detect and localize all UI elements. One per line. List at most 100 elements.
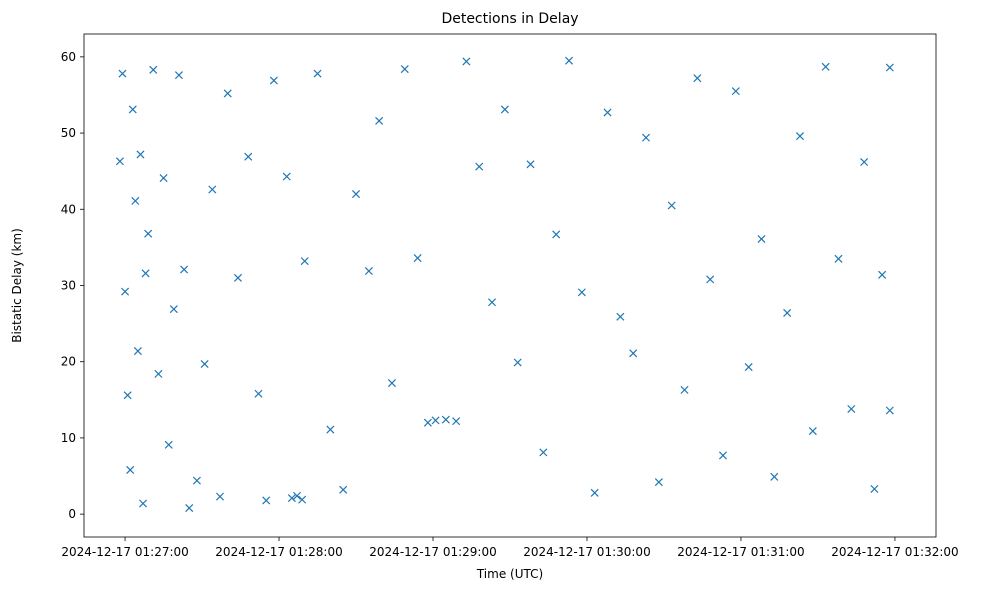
data-point-x-marker	[654, 478, 663, 487]
data-point-x-marker	[590, 488, 599, 497]
data-point-x-marker	[292, 491, 302, 500]
data-point-x-marker	[441, 415, 450, 424]
data-point-x-marker	[326, 425, 335, 434]
data-point-x-marker	[400, 65, 409, 74]
data-point-x-marker	[431, 416, 440, 425]
data-point-x-marker	[878, 270, 887, 279]
data-point-x-marker	[133, 347, 142, 356]
data-point-x-marker	[154, 369, 163, 378]
data-point-x-marker	[149, 65, 158, 74]
data-point-x-marker	[860, 158, 869, 167]
data-point-x-marker	[144, 229, 153, 238]
data-point-x-marker	[488, 298, 497, 307]
y-tick-label: 0	[68, 507, 76, 521]
x-tick-label: 2024-12-17 01:28:00	[215, 545, 342, 559]
y-tick-label: 10	[61, 431, 76, 445]
data-point-x-marker	[552, 230, 561, 239]
data-point-x-marker	[131, 196, 140, 205]
data-point-x-marker	[208, 185, 217, 194]
data-point-x-marker	[667, 201, 676, 210]
data-point-x-marker	[413, 254, 422, 263]
data-point-x-marker	[254, 389, 263, 398]
data-point-x-marker	[223, 89, 232, 98]
data-point-x-marker	[138, 499, 148, 508]
data-point-x-marker	[136, 150, 145, 159]
data-point-x-marker	[885, 63, 894, 72]
data-point-x-marker	[200, 359, 209, 369]
data-point-x-marker	[821, 62, 830, 71]
x-tick-label: 2024-12-17 01:30:00	[523, 545, 650, 559]
data-point-x-marker	[298, 495, 307, 504]
data-point-x-marker	[616, 312, 625, 321]
data-point-x-marker	[185, 504, 194, 513]
data-point-x-marker	[364, 266, 373, 276]
y-tick-label: 30	[61, 279, 76, 293]
data-point-x-marker	[693, 74, 702, 83]
data-point-x-marker	[641, 133, 651, 142]
y-tick-label: 60	[61, 50, 76, 64]
data-point-x-marker	[180, 265, 189, 274]
data-point-x-marker	[123, 391, 132, 400]
data-point-x-marker	[564, 56, 574, 65]
data-point-x-marker	[526, 160, 535, 169]
data-point-x-marker	[282, 172, 291, 181]
data-point-x-marker	[159, 174, 168, 183]
data-point-x-marker	[164, 440, 173, 449]
data-point-x-marker	[629, 349, 638, 358]
data-point-x-marker	[770, 472, 779, 481]
data-point-x-marker	[475, 162, 484, 171]
data-point-x-marker	[462, 57, 471, 66]
data-point-x-marker	[834, 254, 843, 263]
x-tick-label: 2024-12-17 01:32:00	[831, 545, 958, 559]
data-point-x-marker	[847, 404, 856, 413]
data-point-x-marker	[452, 417, 461, 426]
data-point-x-marker	[500, 105, 509, 114]
data-point-x-marker	[192, 476, 201, 485]
y-tick-label: 20	[61, 355, 76, 369]
data-point-x-marker	[121, 287, 130, 296]
data-point-x-marker	[118, 69, 127, 78]
data-point-x-marker	[269, 76, 278, 85]
x-axis-label: Time (UTC)	[476, 567, 543, 581]
data-point-x-marker	[351, 190, 361, 199]
y-tick-label: 40	[61, 202, 76, 216]
data-point-x-marker	[577, 288, 586, 297]
data-point-x-marker	[262, 496, 271, 505]
data-point-x-marker	[423, 418, 432, 427]
data-point-x-marker	[706, 275, 715, 284]
data-point-x-marker	[757, 234, 766, 244]
data-point-x-marker	[744, 363, 753, 372]
x-tick-label: 2024-12-17 01:29:00	[369, 545, 496, 559]
data-point-x-marker	[126, 465, 135, 474]
y-axis-ticks: 0 10 20 30 40 50 60	[61, 50, 84, 521]
data-point-x-marker	[169, 305, 178, 314]
data-point-x-marker	[215, 492, 225, 501]
data-point-x-marker	[313, 69, 322, 78]
data-point-x-marker	[870, 484, 879, 494]
data-point-x-marker	[718, 451, 728, 460]
data-point-x-marker	[885, 406, 894, 415]
chart-title: Detections in Delay	[441, 11, 578, 27]
data-point-x-marker	[680, 385, 689, 394]
data-point-x-marker	[603, 108, 612, 117]
data-point-x-marker	[115, 157, 124, 166]
x-tick-label: 2024-12-17 01:27:00	[61, 545, 188, 559]
x-axis-ticks: 2024-12-17 01:27:00 2024-12-17 01:28:00 20…	[61, 537, 959, 559]
data-point-x-marker	[795, 132, 805, 141]
data-point-x-marker	[141, 269, 150, 278]
data-point-x-marker	[731, 87, 740, 96]
data-point-x-marker	[174, 71, 183, 80]
plot-area	[83, 33, 937, 538]
data-point-x-marker	[233, 273, 243, 282]
x-tick-label: 2024-12-17 01:31:00	[677, 545, 804, 559]
data-point-x-marker	[513, 358, 522, 367]
data-point-x-marker	[387, 379, 396, 388]
data-point-x-marker	[783, 308, 792, 317]
data-point-x-marker	[808, 427, 817, 436]
data-point-x-marker	[375, 116, 384, 125]
data-marks	[115, 56, 894, 513]
data-point-x-marker	[287, 494, 296, 503]
y-axis-label: Bistatic Delay (km)	[10, 228, 24, 343]
